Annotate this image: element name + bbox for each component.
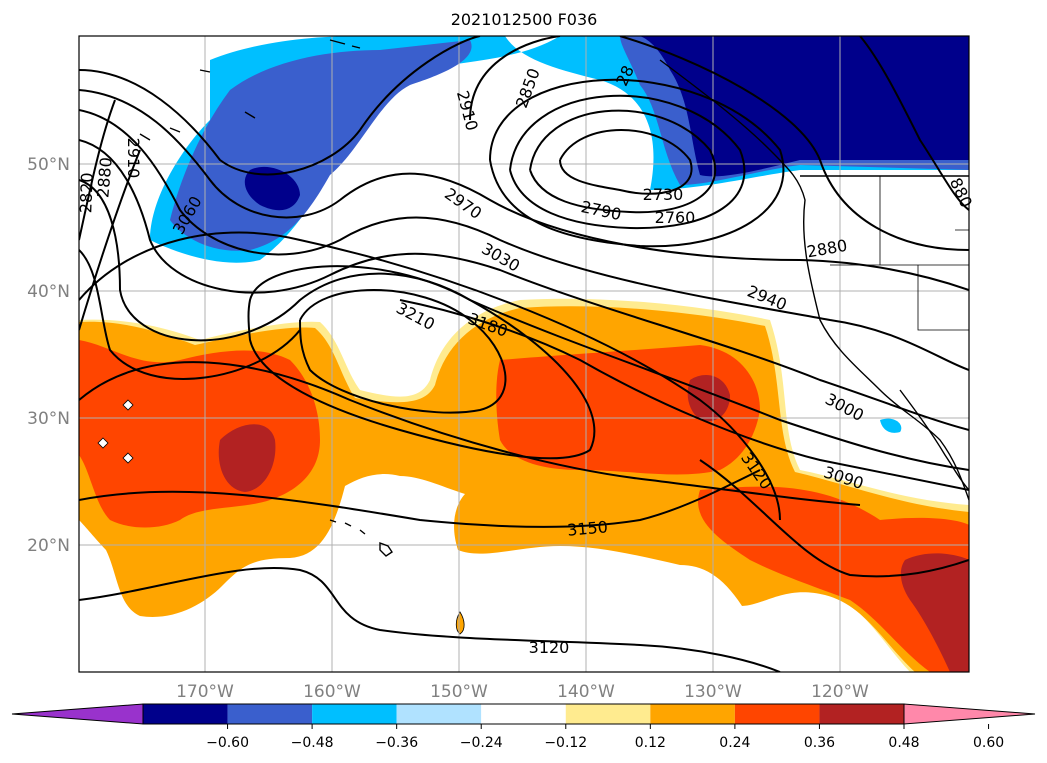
state-borders — [830, 176, 969, 331]
contour-line — [79, 149, 141, 331]
contour-line — [79, 567, 781, 672]
colorbar-ticks: −0.60 −0.48 −0.36 −0.24 −0.12 0.12 0.24 0.36 0.4… — [206, 724, 1004, 751]
colorbar-tick-label: 0.48 — [888, 735, 919, 751]
lon-axis-labels: 170°W 160°W 150°W 140°W 130°W 120°W — [176, 682, 869, 702]
height-contours — [79, 36, 969, 672]
neg-anomaly-deep — [244, 36, 969, 211]
colorbar-segment — [396, 704, 482, 724]
contour-label: 2730 — [643, 185, 684, 204]
colorbar-tick-label: 0.12 — [635, 735, 666, 751]
pos-anomaly-islet — [455, 611, 465, 635]
colorbar-tick-label: −0.36 — [375, 735, 418, 751]
pos-anomaly-dots — [97, 399, 134, 464]
contour-label: 2880 — [93, 156, 115, 198]
contour-line — [79, 231, 781, 521]
lat-label: 20°N — [27, 536, 70, 556]
colorbar-segments — [11, 703, 1036, 725]
contour-line — [247, 265, 596, 460]
colorbar-tick-label: −0.48 — [291, 735, 334, 751]
contour-line — [529, 109, 717, 214]
colorbar-segment — [819, 704, 904, 724]
pos-anomaly-red — [79, 340, 969, 672]
map-panel: 2820 2880 2910 2910 2850 28 3060 2970 27… — [27, 35, 976, 702]
coastline-na — [659, 59, 969, 501]
neg-anomaly-light — [880, 418, 902, 433]
contour-label: 3120 — [529, 638, 570, 657]
contour-line — [859, 36, 969, 211]
colorbar-tick-label: 0.36 — [804, 735, 835, 751]
lon-label: 170°W — [176, 682, 234, 702]
contour-label: 2820 — [76, 172, 96, 213]
colorbar-segment — [227, 704, 313, 724]
contour-line — [79, 469, 761, 528]
colorbar-frame — [142, 703, 905, 725]
figure-title: 2021012500 F036 — [451, 10, 598, 29]
lat-label: 30°N — [27, 409, 70, 429]
lon-label: 140°W — [557, 682, 615, 702]
colorbar-extend-high — [903, 703, 1036, 725]
contour-line — [489, 78, 785, 248]
colorbar-segment — [143, 704, 228, 724]
contour-label: 3150 — [566, 517, 608, 539]
contour-line — [79, 99, 116, 241]
colorbar-segment — [650, 704, 735, 724]
colorbar-tick-label: −0.12 — [544, 735, 587, 751]
contour-line — [79, 361, 861, 506]
lon-label: 160°W — [303, 682, 361, 702]
colorbar-tick-label: −0.60 — [206, 735, 249, 751]
lon-label: 130°W — [684, 682, 742, 702]
contour-label: 2760 — [655, 208, 696, 227]
contour-line — [509, 94, 746, 230]
colorbar-extend-low — [11, 703, 144, 725]
contour-label: 2910 — [124, 138, 143, 179]
lon-label: 150°W — [430, 682, 488, 702]
contour-line — [79, 36, 481, 176]
coastline-baja — [899, 389, 969, 491]
lat-label: 50°N — [27, 155, 70, 175]
colorbar-segment — [481, 704, 566, 724]
contour-line — [79, 139, 969, 431]
colorbar-tick-label: −0.24 — [460, 735, 503, 751]
contour-line — [559, 129, 693, 195]
colorbar-segment — [312, 704, 397, 724]
coastlines — [139, 39, 969, 557]
anomaly-fill — [79, 36, 969, 672]
colorbar-tick-label: 0.60 — [973, 735, 1004, 751]
aleutian-islands — [139, 39, 361, 141]
contour-line — [299, 289, 507, 414]
lat-label: 40°N — [27, 282, 70, 302]
contour-line — [79, 109, 969, 371]
colorbar-segment — [734, 704, 820, 724]
colorbar-tick-label: 0.24 — [719, 735, 750, 751]
contour-line — [699, 459, 969, 578]
map-frame — [78, 35, 970, 673]
contour-line — [469, 36, 969, 251]
colorbar: −0.60 −0.48 −0.36 −0.24 −0.12 0.12 0.24 0.36 0.4… — [11, 703, 1036, 751]
lat-axis-labels: 50°N 40°N 30°N 20°N — [27, 155, 70, 556]
lon-label: 120°W — [811, 682, 869, 702]
contour-line — [79, 89, 969, 291]
colorbar-segment — [565, 704, 651, 724]
hawaii-islands — [329, 519, 393, 557]
